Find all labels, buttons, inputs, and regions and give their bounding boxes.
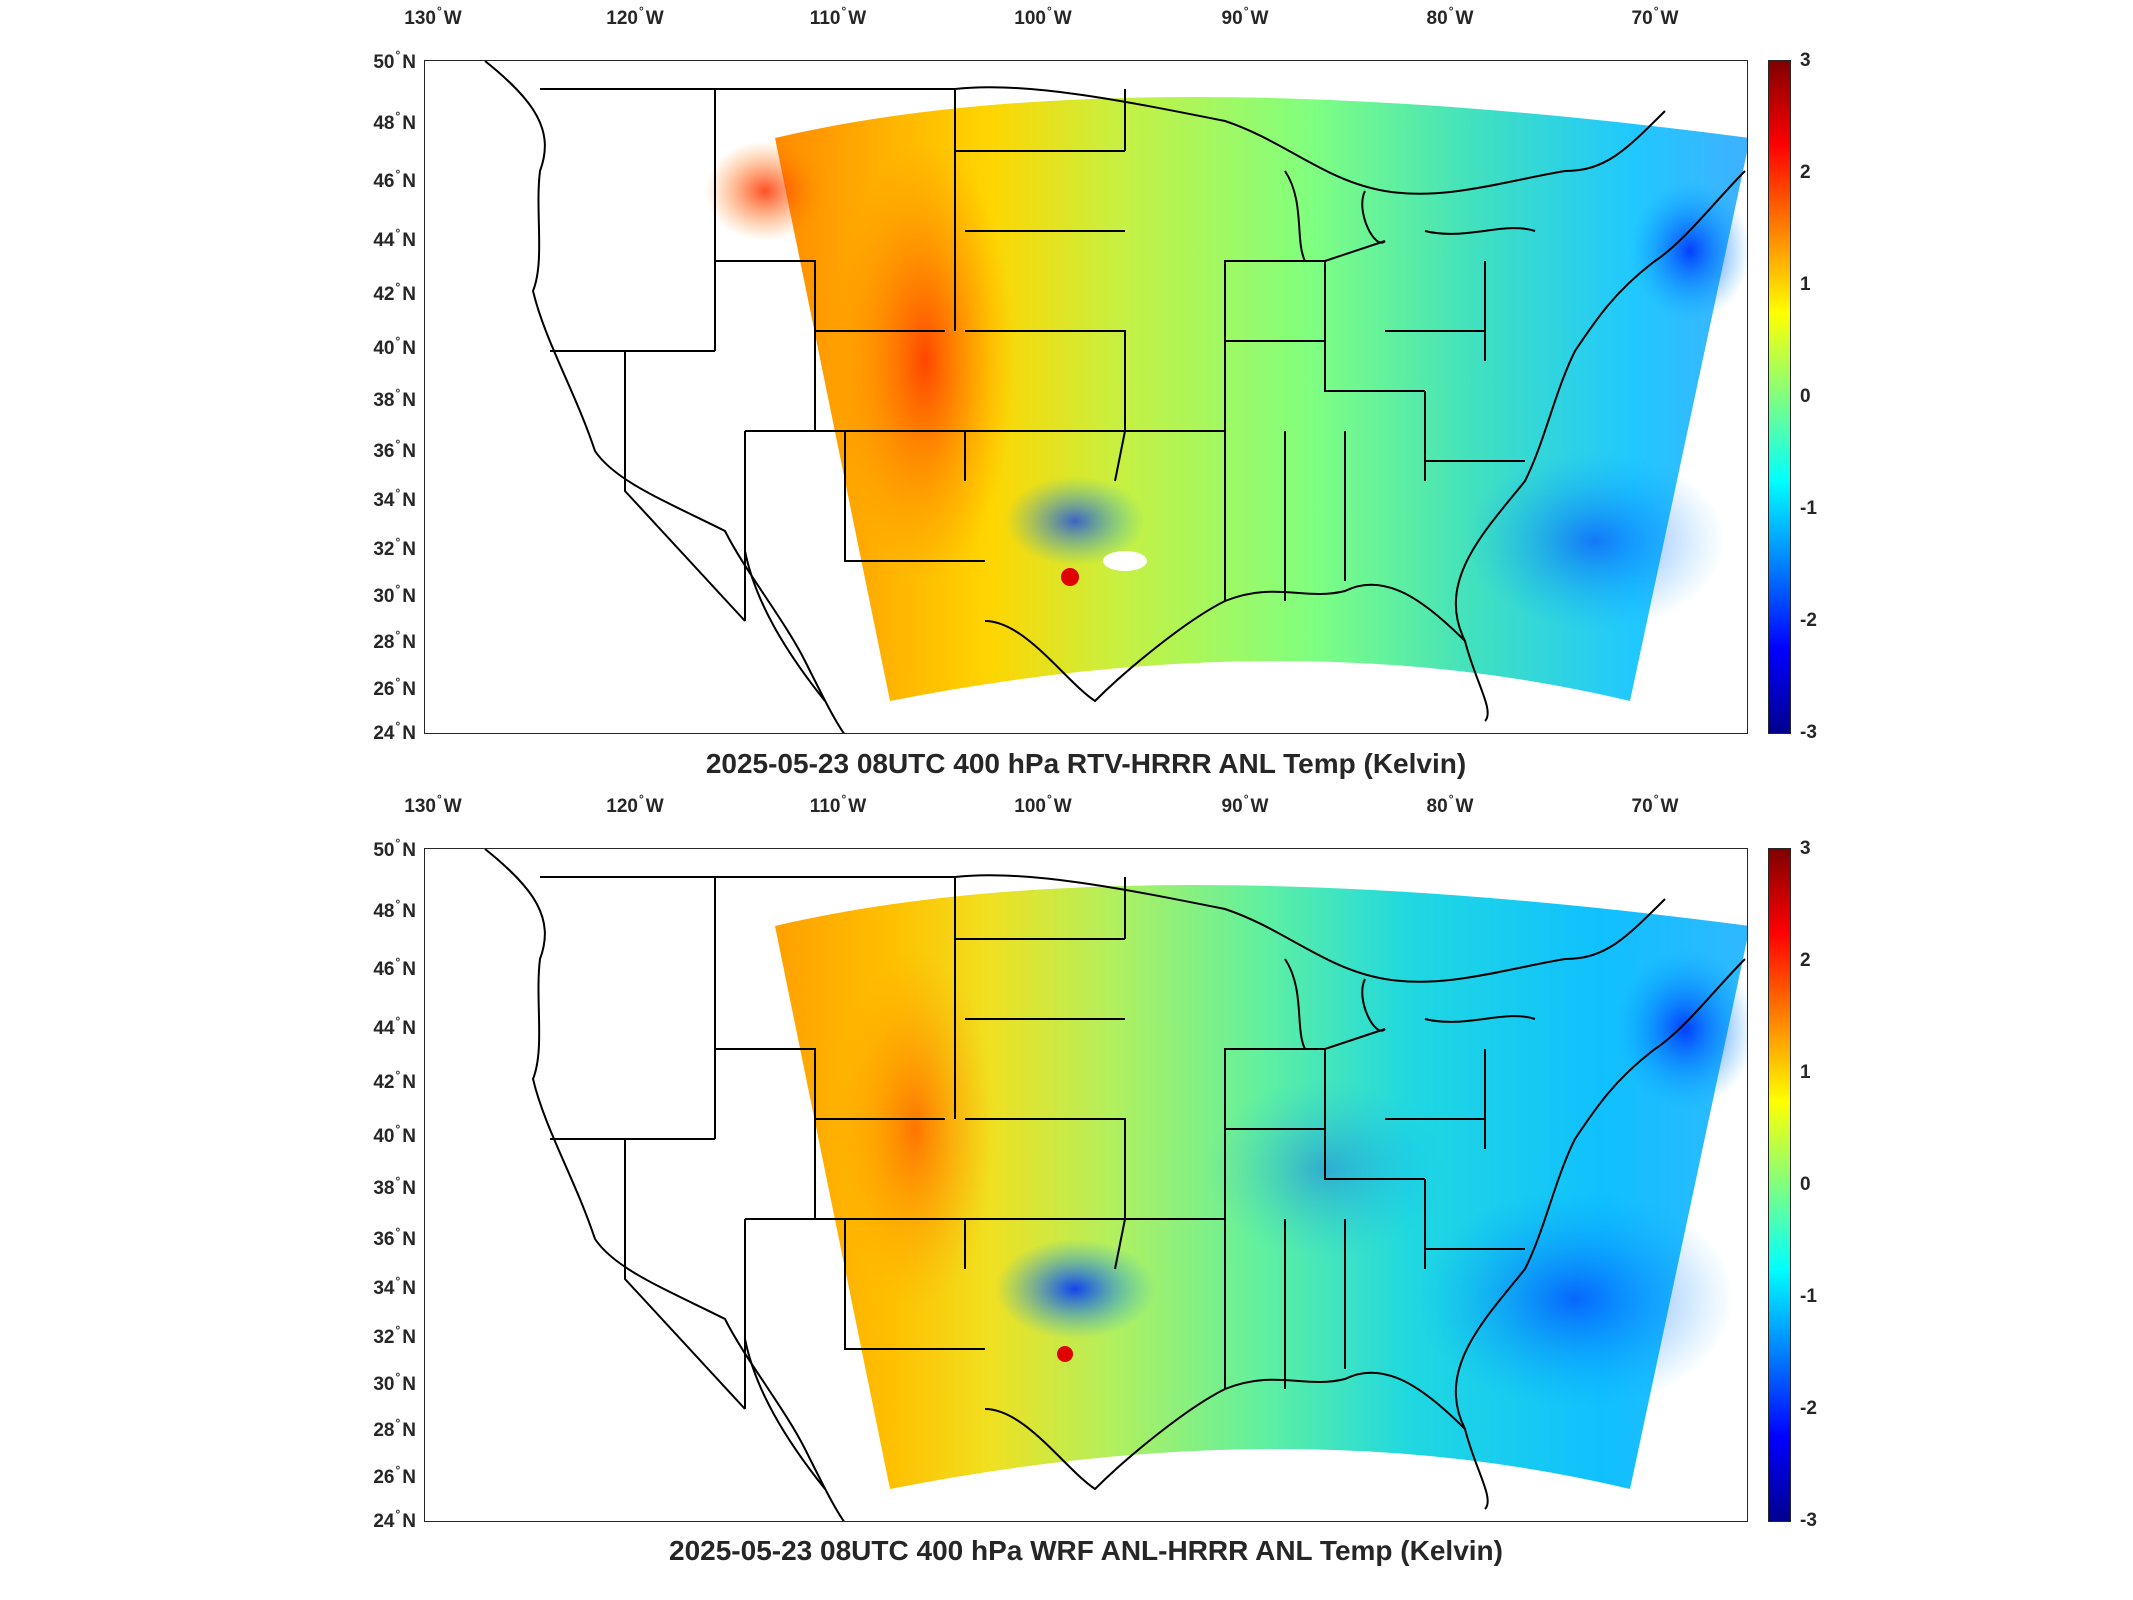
- lat-label-24n: 24° N: [373, 1507, 416, 1532]
- lat-label-44n: 44° N: [373, 226, 416, 251]
- colorbar-tick-minus-3: -3: [1800, 1510, 1817, 1531]
- lat-label-48n: 48° N: [373, 109, 416, 134]
- map-graphic: [484, 61, 1747, 733]
- state-lines-west: [550, 89, 985, 622]
- top-map-panel: 130° W 120° W 110° W 100° W 90° W 80° W 70° W 5…: [0, 0, 2133, 790]
- map-title: 2025-05-23 08UTC 400 hPa WRF ANL-HRRR AN…: [669, 1535, 1503, 1566]
- canada-border: [540, 86, 1666, 195]
- state-lines-east: [1224, 1028, 1525, 1389]
- lat-label-50n: 50° N: [373, 48, 416, 73]
- lat-label-32n: 32° N: [373, 535, 416, 560]
- lat-label-40n: 40° N: [373, 334, 416, 359]
- colorbar-tick-2: 2: [1800, 950, 1811, 971]
- lon-label-110w: 110° W: [809, 4, 867, 29]
- lon-label-80w: 80° W: [1426, 4, 1474, 29]
- lat-label-42n: 42° N: [373, 280, 416, 305]
- lat-label-34n: 34° N: [373, 486, 416, 511]
- state-lines-central: [954, 89, 1226, 601]
- lat-label-30n: 30° N: [373, 1370, 416, 1395]
- lat-label-38n: 38° N: [373, 386, 416, 411]
- lon-label-130w: 130° W: [404, 4, 462, 29]
- colorbar: [1768, 848, 1791, 1522]
- colorbar-tick-3: 3: [1800, 50, 1811, 71]
- east-coastline: [1454, 170, 1746, 642]
- temperature-difference-map: [424, 848, 1748, 1522]
- lon-label-70w: 70° W: [1631, 4, 1679, 29]
- baja-coastline: [744, 550, 826, 702]
- colorbar: [1768, 60, 1791, 734]
- lat-label-38n: 38° N: [373, 1174, 416, 1199]
- lat-label-46n: 46° N: [373, 955, 416, 980]
- lon-label-130w: 130° W: [404, 792, 462, 817]
- lon-label-80w: 80° W: [1426, 792, 1474, 817]
- lon-label-100w: 100° W: [1014, 792, 1072, 817]
- temperature-difference-map: [424, 60, 1748, 734]
- map-graphic: [484, 849, 1747, 1521]
- lat-label-48n: 48° N: [373, 897, 416, 922]
- gulf-coastline: [984, 583, 1489, 722]
- bottom-map-panel: 130° W 120° W 110° W 100° W 90° W 80° W 70° W 5…: [0, 790, 2133, 1600]
- lat-label-26n: 26° N: [373, 675, 416, 700]
- lon-label-90w: 90° W: [1221, 4, 1269, 29]
- colorbar-tick-minus-2: -2: [1800, 610, 1817, 631]
- colorbar-tick-minus-2: -2: [1800, 1398, 1817, 1419]
- lat-label-30n: 30° N: [373, 582, 416, 607]
- lat-label-24n: 24° N: [373, 719, 416, 744]
- lat-label-28n: 28° N: [373, 1416, 416, 1441]
- great-lakes: [1284, 170, 1536, 262]
- map-title: 2025-05-23 08UTC 400 hPa RTV-HRRR ANL Te…: [705, 748, 1467, 779]
- canada-border: [540, 874, 1666, 983]
- great-lakes: [1284, 958, 1536, 1050]
- lon-label-120w: 120° W: [606, 792, 664, 817]
- colorbar-tick-1: 1: [1800, 274, 1811, 295]
- colorbar-tick-0: 0: [1800, 386, 1811, 407]
- lat-label-36n: 36° N: [373, 1225, 416, 1250]
- lat-label-26n: 26° N: [373, 1463, 416, 1488]
- lat-label-32n: 32° N: [373, 1323, 416, 1348]
- colorbar-tick-minus-1: -1: [1800, 498, 1817, 519]
- west-coastline: [484, 849, 845, 1521]
- colorbar-tick-minus-3: -3: [1800, 722, 1817, 743]
- lon-label-120w: 120° W: [606, 4, 664, 29]
- colorbar-tick-minus-1: -1: [1800, 1286, 1817, 1307]
- lat-label-50n: 50° N: [373, 836, 416, 861]
- lat-label-40n: 40° N: [373, 1122, 416, 1147]
- lat-label-42n: 42° N: [373, 1068, 416, 1093]
- lat-label-46n: 46° N: [373, 167, 416, 192]
- lon-label-70w: 70° W: [1631, 792, 1679, 817]
- west-coastline: [484, 61, 845, 733]
- colorbar-tick-0: 0: [1800, 1174, 1811, 1195]
- lon-label-100w: 100° W: [1014, 4, 1072, 29]
- lon-label-110w: 110° W: [809, 792, 867, 817]
- state-lines-west: [550, 877, 985, 1410]
- baja-coastline: [744, 1338, 826, 1490]
- colorbar-tick-1: 1: [1800, 1062, 1811, 1083]
- state-lines-east: [1224, 240, 1525, 601]
- colorbar-tick-3: 3: [1800, 838, 1811, 859]
- lon-label-90w: 90° W: [1221, 792, 1269, 817]
- lat-label-28n: 28° N: [373, 628, 416, 653]
- lat-label-34n: 34° N: [373, 1274, 416, 1299]
- state-lines-central: [954, 877, 1226, 1389]
- gulf-coastline: [984, 1371, 1489, 1510]
- east-coastline: [1454, 958, 1746, 1430]
- lat-label-44n: 44° N: [373, 1014, 416, 1039]
- colorbar-tick-2: 2: [1800, 162, 1811, 183]
- lat-label-36n: 36° N: [373, 437, 416, 462]
